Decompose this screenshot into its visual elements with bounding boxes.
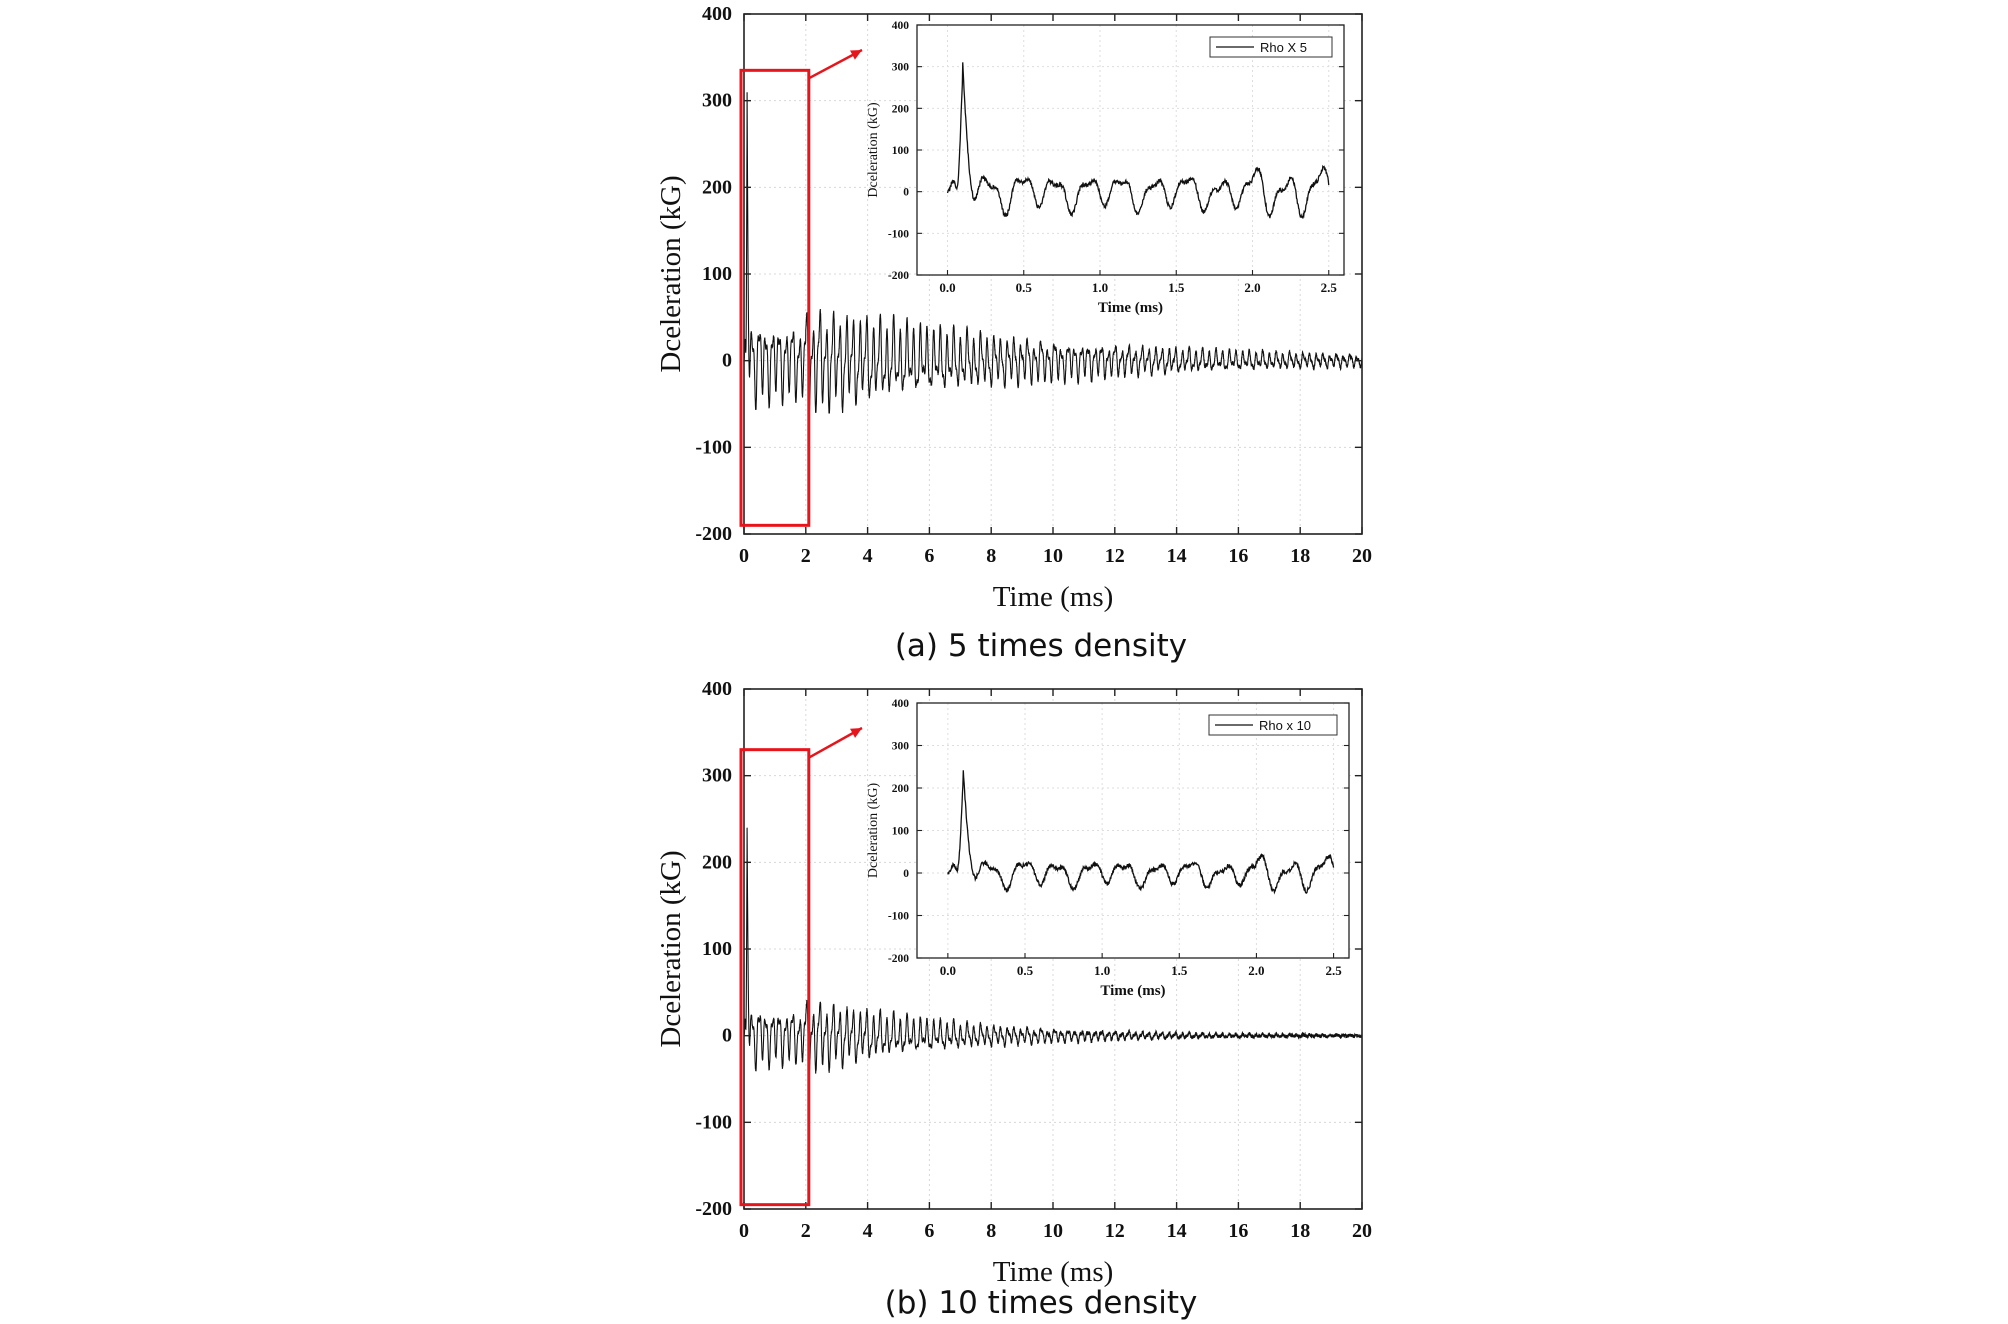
inset-legend-label: Rho x 10 [1259,718,1311,733]
inset-y-tick-label: 300 [892,741,910,753]
y-tick-label: -100 [695,1111,732,1133]
inset-legend-label: Rho X 5 [1260,40,1307,55]
zoom-arrow-head [850,728,862,738]
y-tick-label: 0 [722,350,732,372]
x-tick-label: 14 [1167,1220,1187,1242]
panel-caption: (a) 5 times density [895,628,1187,664]
y-tick-label: 400 [702,678,732,700]
inset-x-tick-label: 0.0 [940,963,956,978]
inset-x-tick-label: 2.5 [1325,963,1342,978]
y-tick-label: 300 [702,90,732,112]
inset-y-tick-label: 400 [892,698,910,710]
x-tick-label: 4 [863,545,873,567]
x-tick-label: 18 [1290,545,1310,567]
y-tick-label: -100 [695,436,732,458]
inset-x-axis-label: Time (ms) [1100,983,1165,999]
inset-legend-box [1209,36,1333,58]
y-tick-label: -200 [695,523,732,545]
inset-x-tick-label: 2.0 [1244,280,1260,295]
x-tick-label: 8 [986,545,996,567]
zoom-arrow-head [850,50,862,60]
inset-y-tick-label: 100 [892,145,910,157]
inset-y-tick-label: 0 [903,187,909,199]
x-tick-label: 16 [1228,545,1248,567]
inset-y-tick-label: 200 [892,103,910,115]
x-tick-label: 16 [1228,1220,1248,1242]
x-axis-label: Time (ms) [993,581,1114,613]
zoom-highlight-box [739,748,811,1207]
inset-x-tick-label: 1.5 [1171,963,1188,978]
inset-y-tick-label: 200 [892,783,910,795]
chart-panel-b: -200 -100 0 100 200 300 400 0 2 4 6 8 10 12 14 16 18 20 Ti… [655,678,1372,1288]
x-tick-label: 14 [1167,545,1187,567]
y-tick-label: 200 [702,176,732,198]
inset-y-tick-label: 100 [892,826,910,838]
x-tick-label: 12 [1105,545,1125,567]
y-tick-label: -200 [695,1198,732,1220]
inset-y-tick-label: 0 [903,868,909,880]
inset-legend-box [1208,714,1338,736]
panel-caption: (b) 10 times density [885,1285,1198,1321]
inset-x-tick-label: 0.5 [1017,963,1034,978]
y-tick-label: 100 [702,263,732,285]
series-line [743,92,1363,414]
y-tick-label: 0 [722,1025,732,1047]
inset-x-tick-label: 0.5 [1016,280,1033,295]
x-tick-label: 10 [1043,545,1063,567]
x-axis-label: Time (ms) [993,1256,1114,1288]
x-tick-label: 18 [1290,1220,1310,1242]
inset-chart: -200 -100 0 100 200 300 400 0.0 0.5 1.0 1.5 2.0 2.5 T… [866,698,1350,999]
x-tick-label: 4 [863,1220,873,1242]
x-tick-label: 2 [801,545,811,567]
inset-y-tick-label: -200 [888,953,909,965]
inset-background [917,25,1344,275]
y-axis-label: Dceleration (kG) [655,175,687,372]
inset-x-tick-label: 1.5 [1168,280,1185,295]
x-tick-label: 20 [1352,1220,1372,1242]
inset-y-tick-label: -200 [888,270,909,282]
y-tick-label: 200 [702,851,732,873]
y-tick-label: 300 [702,765,732,787]
inset-y-axis-label: Dceleration (kG) [866,783,881,879]
inset-x-tick-label: 1.0 [1092,280,1108,295]
x-tick-label: 20 [1352,545,1372,567]
y-tick-label: 400 [702,3,732,25]
x-tick-label: 10 [1043,1220,1063,1242]
inset-chart: -200 -100 0 100 200 300 400 0.0 0.5 1.0 1.5 2.0 2.5 T… [866,20,1345,316]
x-tick-label: 6 [924,545,934,567]
y-axis-label: Dceleration (kG) [655,850,687,1047]
x-tick-label: 8 [986,1220,996,1242]
zoom-highlight-box [739,68,811,527]
inset-y-tick-label: -100 [888,911,909,923]
inset-x-tick-label: 1.0 [1094,963,1110,978]
inset-y-tick-label: 400 [892,20,910,32]
inset-x-axis-label: Time (ms) [1098,300,1163,316]
inset-series-line [946,62,1330,219]
x-tick-label: 0 [739,1220,749,1242]
chart-panel-a: -200 -100 0 100 200 300 400 0 2 4 6 8 10 12 14 16 18 20 Ti… [655,3,1372,613]
inset-y-tick-label: -100 [888,228,909,240]
inset-series-line [947,770,1335,895]
inset-x-tick-label: 2.5 [1321,280,1338,295]
inset-y-tick-label: 300 [892,62,910,74]
series-line [743,827,1363,1074]
x-tick-label: 12 [1105,1220,1125,1242]
inset-x-tick-label: 2.0 [1248,963,1264,978]
x-tick-label: 6 [924,1220,934,1242]
x-tick-label: 2 [801,1220,811,1242]
y-tick-label: 100 [702,938,732,960]
x-tick-label: 0 [739,545,749,567]
inset-y-axis-label: Dceleration (kG) [866,102,881,198]
inset-x-tick-label: 0.0 [939,280,955,295]
